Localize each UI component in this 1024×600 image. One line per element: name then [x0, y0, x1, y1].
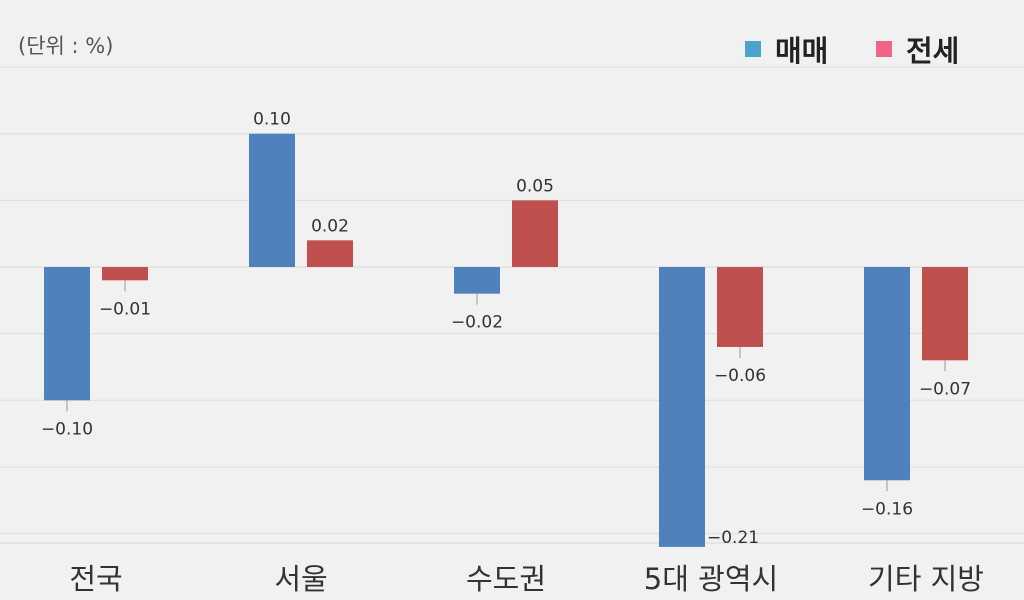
bar-sales	[864, 267, 910, 481]
bar-jeonse	[717, 267, 763, 347]
category-label: 5대 광역시	[644, 562, 778, 596]
data-label: −0.02	[451, 313, 503, 333]
unit-label: (단위 : %)	[18, 34, 114, 58]
data-label: −0.21	[707, 528, 759, 548]
bar-sales	[659, 267, 705, 547]
legend-swatch-sales	[745, 41, 761, 57]
data-label: 0.05	[516, 176, 554, 196]
bar-sales	[454, 267, 500, 294]
data-label: 0.02	[311, 216, 349, 236]
legend-swatch-jeonse	[876, 41, 892, 57]
legend-item-jeonse: 전세	[876, 28, 959, 70]
bar-sales	[44, 267, 90, 401]
data-label: −0.06	[714, 366, 766, 386]
bar-jeonse	[922, 267, 968, 361]
data-label: −0.16	[861, 499, 913, 519]
legend-label-jeonse: 전세	[906, 34, 960, 68]
data-label: 0.10	[253, 110, 291, 130]
category-label: 서울	[274, 562, 327, 596]
category-label: 전국	[69, 562, 122, 596]
legend-item-sales: 매매	[745, 28, 828, 70]
bar-jeonse	[102, 267, 148, 281]
category-label: 수도권	[466, 562, 546, 596]
data-label: −0.07	[919, 379, 971, 399]
legend-label-sales: 매매	[775, 34, 829, 68]
data-label: −0.10	[41, 419, 93, 439]
category-label: 기타 지방	[868, 562, 984, 596]
bar-jeonse	[512, 200, 558, 267]
bar-sales	[249, 133, 295, 267]
data-label: −0.01	[99, 299, 151, 319]
bar-jeonse	[307, 240, 353, 267]
